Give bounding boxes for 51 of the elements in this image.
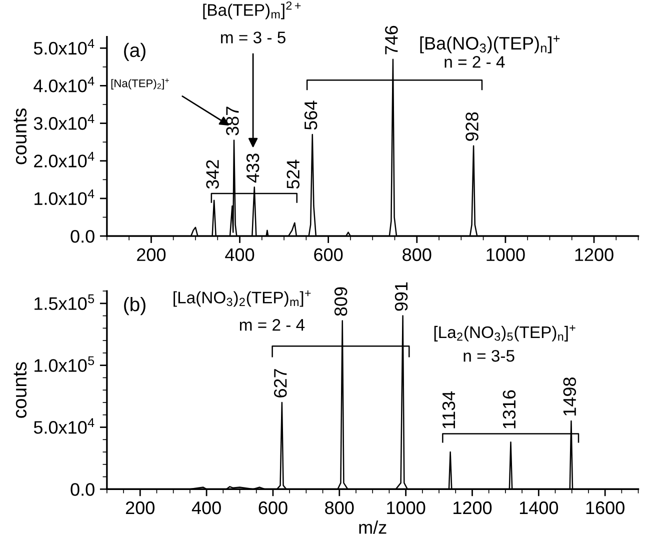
annotation: 387 <box>226 106 239 136</box>
annotation: 433 <box>246 154 260 183</box>
text: [Ba(TEP)$_{m}$]$^{2+}$ <box>203 1 301 20</box>
annotation: [La(NO$_{3}$)$_{2}$(TEP)$_{m}$]$^{+}$ <box>174 290 311 307</box>
y-tick-label: 0.0 <box>70 483 94 496</box>
x-tick-label: 600 <box>258 501 288 514</box>
x-tick-label: 200 <box>126 501 154 514</box>
y-tick-label: 5.0x10$^{4}$ <box>34 39 94 55</box>
annotation: (a) <box>124 42 146 61</box>
y-tick-label: 3.0x10$^{4}$ <box>34 114 94 130</box>
text: [La$_{2}$(NO$_{3}$)$_{5}$(TEP)$_{n}$]$^{+}$ <box>434 325 576 342</box>
y-tick-label: 1.0x10$^{5}$ <box>34 356 94 372</box>
annotation: 928 <box>466 112 478 141</box>
x-tick-label: 1200 <box>454 501 492 514</box>
y-tick-label: 0.0 <box>70 230 94 243</box>
annotation: [Ba(NO$_{3}$)(TEP)$_{n}$]$^{+}$ <box>420 36 560 54</box>
y-tick-label: 4.0x10$^{4}$ <box>34 76 94 92</box>
x-tick-label: 400 <box>225 248 254 262</box>
x-tick-label: 800 <box>325 501 354 514</box>
x-tick-label: 600 <box>314 248 343 262</box>
y-tick-label: 5.0x10$^{4}$ <box>34 418 94 434</box>
x-tick-label: 1200 <box>575 248 614 262</box>
annotation: 991 <box>394 282 408 311</box>
y-tick-label: 2.0x10$^{4}$ <box>34 152 94 168</box>
annotation: m = 3 - 5 <box>221 32 286 44</box>
annotation: 1498 <box>563 377 576 416</box>
annotation: n = 3-5 <box>464 350 514 362</box>
y-tick-label: 1.5x10$^{5}$ <box>34 294 94 310</box>
annotation: m = 2 - 4 <box>240 319 305 331</box>
annotation: 342 <box>206 160 219 189</box>
x-tick-label: 400 <box>192 501 221 514</box>
x-tick-label: 800 <box>402 248 432 262</box>
y-tick-label: 1.0x10$^{4}$ <box>34 189 94 206</box>
annotation: 627 <box>274 369 287 398</box>
annotation: 809 <box>334 287 348 316</box>
annotation: (b) <box>124 296 146 316</box>
y-axis-title: counts <box>14 362 27 418</box>
annotation: [Na(TEP)$_{2}$]$^{+}$ <box>111 78 169 90</box>
annotation: 1316 <box>502 390 516 428</box>
annotation: 524 <box>286 160 300 189</box>
x-tick-label: 1000 <box>387 501 426 514</box>
annotation: n = 2 - 4 <box>444 56 505 68</box>
x-tick-label: 1400 <box>520 501 558 514</box>
x-tick-label: 1000 <box>486 248 525 262</box>
y-axis-title: counts <box>14 108 27 164</box>
annotation: 1134 <box>442 391 456 428</box>
x-tick-label: 200 <box>137 248 166 262</box>
annotation: 746 <box>385 26 398 54</box>
x-axis-title: m/z <box>359 520 386 534</box>
x-tick-label: 1600 <box>586 501 624 514</box>
annotation: 564 <box>304 100 318 130</box>
